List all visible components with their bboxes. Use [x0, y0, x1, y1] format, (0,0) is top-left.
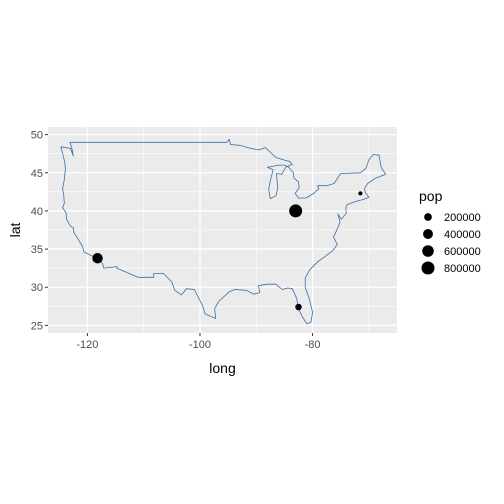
legend-label: 200000 — [444, 212, 481, 224]
legend-label: 600000 — [444, 246, 481, 258]
y-axis-title: lat — [7, 223, 23, 238]
x-axis-title: long — [209, 360, 235, 376]
y-tick-label: 45 — [31, 168, 43, 180]
legend-key — [423, 229, 433, 239]
x-axis-ticks: -120 -100 -80 — [76, 333, 321, 351]
legend-title: pop — [419, 188, 443, 204]
y-tick-label: 30 — [31, 282, 43, 294]
y-tick-label: 25 — [31, 320, 43, 332]
data-points — [92, 191, 363, 311]
us-map-outline — [60, 138, 387, 325]
data-point — [295, 303, 302, 311]
y-tick-label: 35 — [31, 244, 43, 256]
y-axis-ticks: 25 30 35 40 45 50 — [31, 130, 48, 332]
legend: pop 200000 400000 600000 800000 — [419, 188, 481, 275]
data-point — [92, 253, 103, 264]
grid-minor — [48, 127, 397, 333]
legend-key — [422, 245, 434, 257]
legend-label: 400000 — [444, 229, 481, 241]
grid-major — [48, 127, 397, 333]
data-point — [358, 191, 363, 196]
data-point — [289, 204, 303, 218]
legend-key — [421, 261, 435, 275]
x-tick-label: -80 — [305, 339, 321, 351]
y-tick-label: 40 — [31, 206, 43, 218]
y-tick-label: 50 — [31, 130, 43, 142]
x-tick-label: -120 — [76, 339, 98, 351]
legend-label: 800000 — [444, 263, 481, 275]
legend-key — [424, 213, 432, 221]
x-tick-label: -100 — [189, 339, 211, 351]
